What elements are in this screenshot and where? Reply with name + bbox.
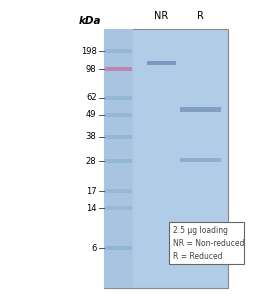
Text: 6: 6 [91, 244, 96, 253]
Bar [104, 246, 131, 250]
Bar [104, 68, 131, 71]
Bar [104, 135, 131, 139]
Bar [179, 107, 220, 112]
Bar [104, 189, 131, 193]
Text: NR: NR [154, 11, 168, 20]
Text: 49: 49 [86, 110, 96, 119]
Bar [103, 29, 132, 288]
Bar [104, 113, 131, 117]
Bar [104, 96, 131, 100]
Bar [104, 206, 131, 210]
Bar [104, 49, 131, 53]
Text: 17: 17 [86, 187, 96, 196]
Text: 28: 28 [86, 157, 96, 166]
Text: 198: 198 [80, 47, 96, 56]
Bar [179, 158, 220, 162]
Bar [104, 160, 131, 163]
Text: 14: 14 [86, 203, 96, 212]
Text: 2.5 μg loading
NR = Non-reduced
R = Reduced: 2.5 μg loading NR = Non-reduced R = Redu… [172, 226, 243, 261]
Text: 98: 98 [86, 65, 96, 74]
Bar [103, 29, 227, 288]
Bar [168, 222, 243, 264]
Text: 62: 62 [86, 93, 96, 102]
Text: kDa: kDa [79, 16, 101, 26]
Text: R: R [197, 11, 203, 20]
Text: 38: 38 [85, 132, 96, 141]
Bar [147, 61, 175, 65]
